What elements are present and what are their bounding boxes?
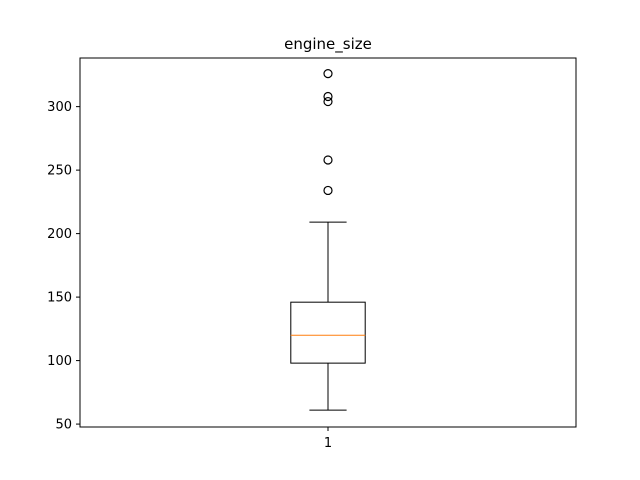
y-tick-label: 250 bbox=[47, 164, 72, 179]
outlier-point bbox=[323, 185, 333, 196]
y-tick-label: 100 bbox=[47, 354, 72, 369]
x-axis: 1 bbox=[324, 427, 332, 451]
interquartile-box bbox=[290, 301, 366, 364]
y-tick-label: 150 bbox=[47, 291, 72, 306]
outlier-point bbox=[323, 96, 333, 107]
x-tick-label: 1 bbox=[324, 436, 332, 451]
outlier-point bbox=[323, 69, 333, 79]
y-tick-label: 50 bbox=[55, 418, 72, 433]
plot-area bbox=[290, 69, 366, 411]
y-tick-label: 300 bbox=[47, 100, 72, 115]
y-tick-label: 200 bbox=[47, 227, 72, 242]
outlier-point bbox=[323, 91, 333, 102]
y-axis: 50 100 150 200 250 300 bbox=[47, 100, 80, 433]
outlier-point bbox=[323, 155, 333, 165]
chart-title: engine_size bbox=[284, 35, 372, 54]
